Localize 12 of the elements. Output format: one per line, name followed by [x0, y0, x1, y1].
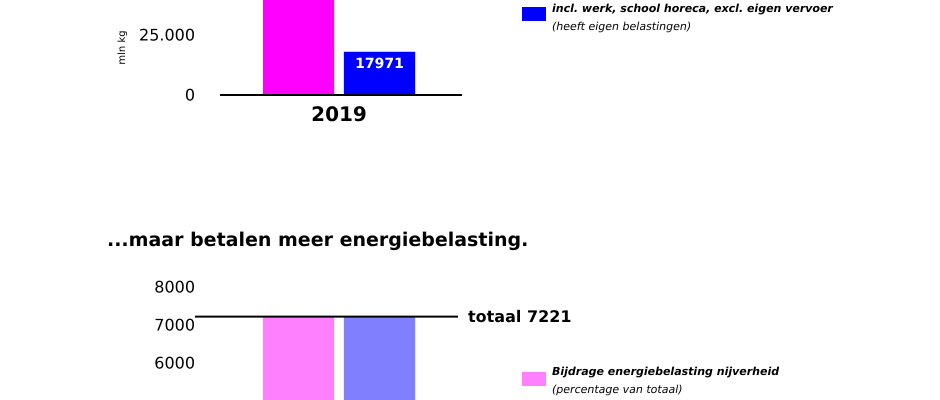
y-tick-label: 8000 — [154, 278, 195, 297]
legend-label: Bijdrage energiebelasting nijverheid (percentage van totaal) — [552, 365, 780, 396]
y-tick-label: 25.000 — [139, 25, 195, 44]
y-tick-label: 0 — [184, 86, 195, 105]
legend-label: incl. werk, school horeca, excl. eigen vervoer (heeft eigen belastingen) — [552, 2, 834, 33]
y-tick-label: 6000 — [154, 354, 195, 373]
ref-line-label: totaal 7221 — [468, 307, 572, 326]
chart-title: ...maar betalen meer energiebelasting. — [107, 229, 528, 251]
data-label: 17971 — [355, 56, 404, 72]
y-tick-label: 7000 — [154, 316, 195, 335]
x-tick-label: 2019 — [311, 102, 367, 126]
y-axis-title: mln kg — [117, 30, 128, 65]
